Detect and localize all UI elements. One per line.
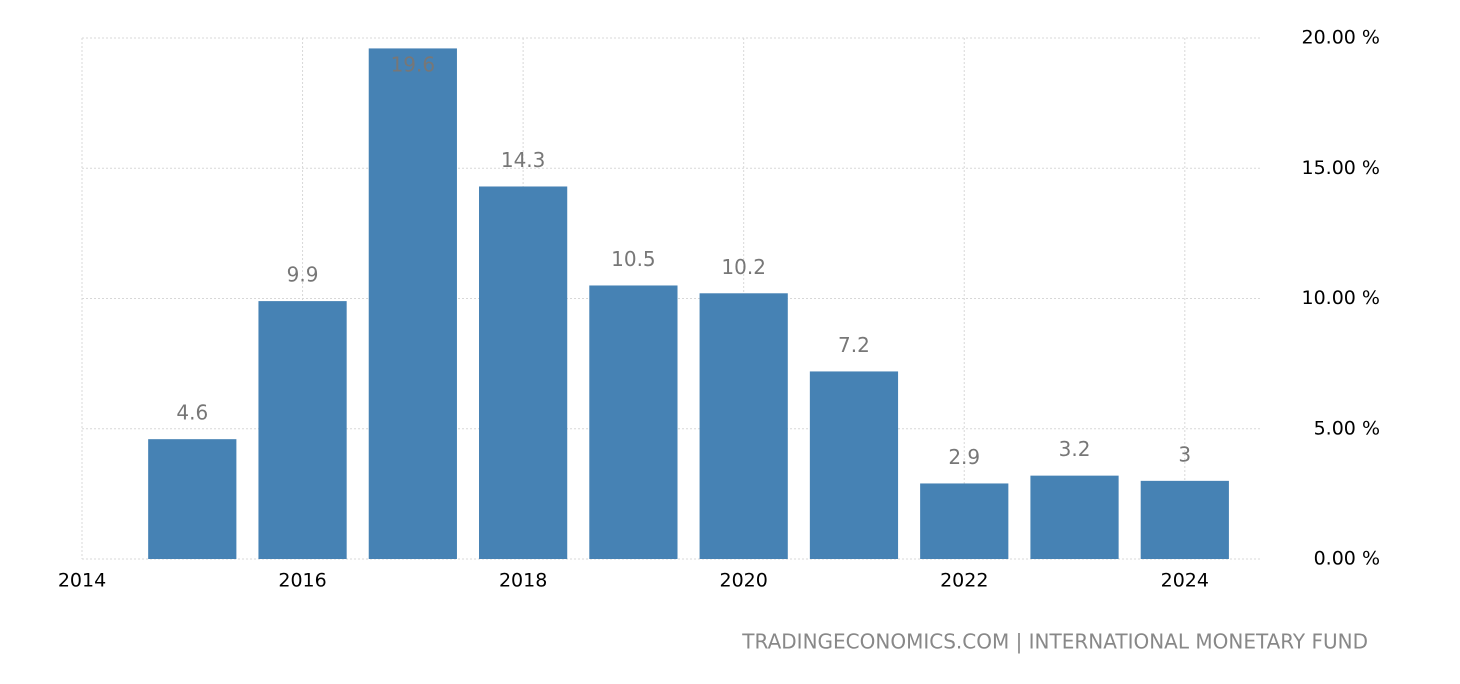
bar <box>368 48 457 560</box>
y-tick-label: 5.00 % <box>1314 417 1380 439</box>
value-label: 10.5 <box>611 247 656 271</box>
source: TRADINGECONOMICS.COM | INTERNATIONAL MON… <box>741 630 1368 654</box>
bar <box>1140 480 1229 559</box>
x-tick-label: 2020 <box>720 570 768 592</box>
value-label: 10.2 <box>721 255 766 279</box>
value-label: 3 <box>1178 442 1191 466</box>
x-tick-label: 2018 <box>499 570 547 592</box>
bar <box>479 186 568 560</box>
bar <box>589 285 678 559</box>
value-label: 19.6 <box>391 53 436 77</box>
value-label: 3.2 <box>1059 437 1091 461</box>
y-tick-label: 10.00 % <box>1302 287 1381 309</box>
value-label: 7.2 <box>838 333 870 357</box>
value-label: 14.3 <box>501 148 546 172</box>
y-tick-label: 15.00 % <box>1302 157 1381 179</box>
bar <box>1030 475 1119 559</box>
bar <box>809 371 899 559</box>
bar <box>258 301 347 559</box>
bar <box>699 293 788 559</box>
x-tick-label: 2024 <box>1161 570 1209 592</box>
y-tick-label: 0.00 % <box>1314 548 1380 570</box>
value-label: 4.6 <box>176 401 208 425</box>
value-label: 9.9 <box>287 263 319 287</box>
bar <box>148 439 237 559</box>
y-tick-label: 20.00 % <box>1302 27 1381 49</box>
value-label: 2.9 <box>948 445 980 469</box>
x-tick-label: 2022 <box>940 570 988 592</box>
x-tick-label: 2016 <box>278 570 326 592</box>
x-tick-label: 2014 <box>58 570 106 592</box>
bar <box>920 483 1009 559</box>
